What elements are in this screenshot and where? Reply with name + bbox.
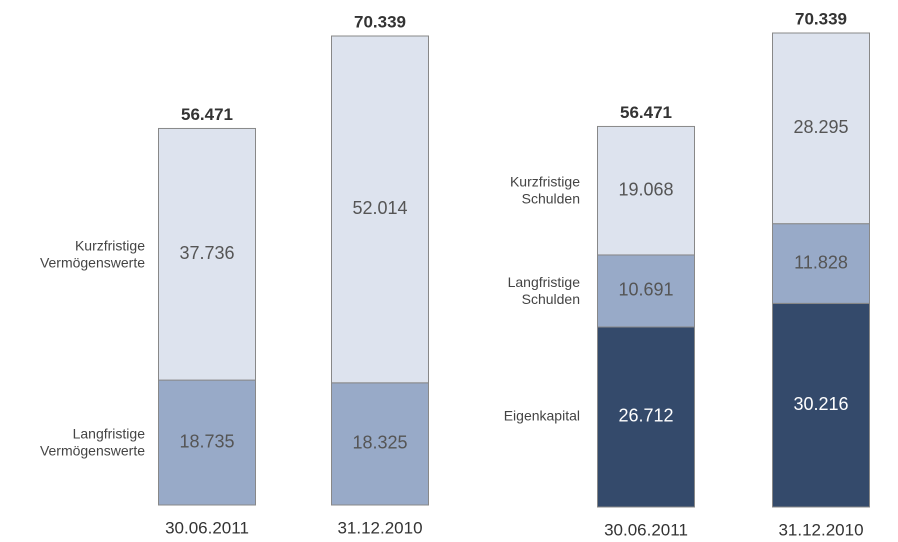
bar-segment [772, 32, 870, 225]
value-label: 30.216 [793, 394, 848, 414]
value-label: 28.295 [793, 117, 848, 137]
value-label: 52.014 [352, 198, 407, 218]
total-label: 70.339 [354, 12, 406, 31]
bar-segment [331, 35, 429, 384]
x-tick-label: 30.06.2011 [165, 518, 249, 537]
bar-segment [772, 302, 870, 508]
legend-label: Kurzfristige Vermögenswerte [40, 237, 145, 270]
x-tick-label: 31.12.2010 [778, 520, 863, 539]
bar-segment [597, 254, 695, 328]
value-label: 10.691 [618, 280, 673, 300]
total-label: 56.471 [620, 103, 672, 122]
bar-segment [597, 326, 695, 508]
total-label: 70.339 [795, 9, 847, 28]
legend-label: Langfristige Vermögenswerte [40, 425, 145, 458]
total-label: 56.471 [181, 105, 233, 124]
value-label: 19.068 [618, 179, 673, 199]
value-label: 18.325 [352, 433, 407, 453]
bar-segment [331, 382, 429, 506]
x-tick-label: 31.12.2010 [337, 518, 422, 537]
value-label: 11.828 [794, 252, 848, 272]
value-label: 37.736 [179, 243, 234, 263]
legend-label: Kurzfristige Schulden [510, 173, 580, 206]
bar-segment [158, 379, 256, 506]
legend-label: Eigenkapital [504, 408, 580, 424]
bar-segment [158, 127, 256, 381]
legend-label: Langfristige Schulden [508, 274, 581, 307]
bar-segment [772, 223, 870, 304]
x-tick-label: 30.06.2011 [604, 520, 688, 539]
value-label: 26.712 [618, 406, 673, 426]
value-label: 18.735 [179, 431, 234, 451]
bar-segment [597, 125, 695, 256]
